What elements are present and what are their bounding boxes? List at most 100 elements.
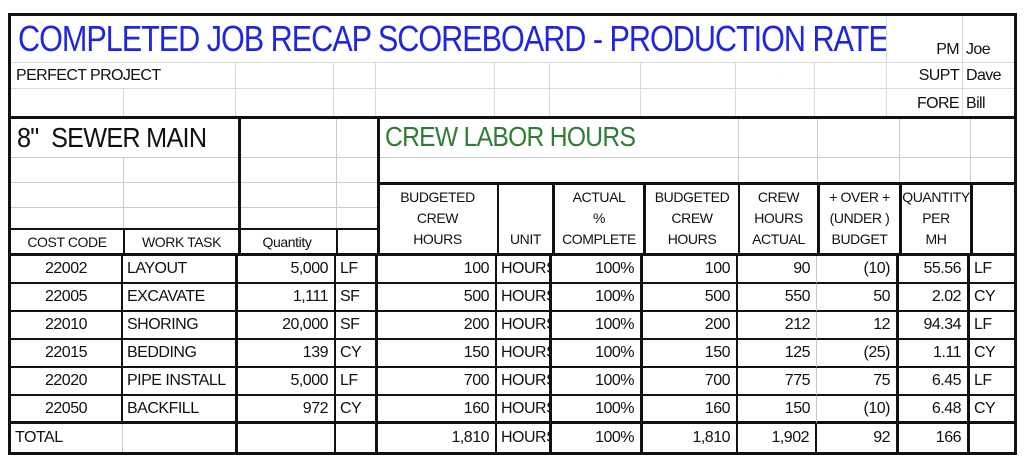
quantity-unit-cell: CY — [336, 340, 378, 368]
empty-cell — [123, 89, 235, 116]
quantity-cell: 1,111 — [238, 284, 336, 312]
quantity-cell: 5,000 — [238, 368, 336, 396]
empty-cell — [235, 89, 333, 116]
page-title: COMPLETED JOB RECAP SCOREBOARD - PRODUCT… — [18, 18, 886, 59]
job-name: 8" SEWER MAIN — [17, 122, 207, 153]
actual-hours-cell: 125 — [738, 340, 817, 368]
quantity-unit-cell: SF — [336, 312, 378, 340]
empty-cell — [640, 63, 735, 88]
empty-cell — [375, 63, 494, 88]
header-budgeted-crew-hours: BUDGETED CREW HOURS — [400, 189, 475, 247]
over-under-cell: (25) — [817, 340, 899, 368]
empty-cell — [333, 63, 375, 88]
actual-hours-cell: 775 — [738, 368, 817, 396]
divider — [238, 119, 241, 253]
cost-code-cell: 22050 — [11, 396, 123, 424]
pct-complete-cell: 100% — [552, 312, 643, 340]
project-name: PERFECT PROJECT — [16, 66, 161, 84]
work-task-cell: LAYOUT — [123, 256, 238, 284]
budget-hours2-cell: 200 — [643, 312, 738, 340]
budget-hours-cell: 500 — [378, 284, 497, 312]
empty-cell — [11, 89, 123, 116]
actual-hours-cell: 212 — [738, 312, 817, 340]
quantity-cell: 972 — [238, 396, 336, 424]
actual-hours-cell: 90 — [738, 256, 817, 284]
qty-per-mh-cell: 1.11 — [899, 340, 970, 368]
mh-unit-cell: CY — [970, 340, 1014, 368]
qty-per-mh-cell: 6.45 — [899, 368, 970, 396]
title-row: COMPLETED JOB RECAP SCOREBOARD - PRODUCT… — [11, 16, 1014, 63]
empty-cell — [235, 63, 333, 88]
header-unit: UNIT — [497, 185, 552, 253]
over-under-cell: 12 — [817, 312, 899, 340]
pct-complete-cell: 100% — [552, 340, 643, 368]
total-blank — [970, 424, 1014, 452]
pct-complete-cell: 100% — [552, 396, 643, 424]
work-task-cell: SHORING — [123, 312, 238, 340]
divider — [377, 119, 380, 253]
budget-hours2-cell: 150 — [643, 340, 738, 368]
total-qty-per-mh: 166 — [899, 424, 970, 452]
mh-unit-cell: CY — [970, 396, 1014, 424]
qty-per-mh-cell: 2.02 — [899, 284, 970, 312]
mh-unit-cell: CY — [970, 284, 1014, 312]
over-under-cell: 75 — [817, 368, 899, 396]
over-under-cell: (10) — [817, 256, 899, 284]
header-work-task: WORK TASK — [123, 228, 238, 253]
header-actual-pct-complete: ACTUAL % COMPLETE — [552, 185, 643, 253]
total-blank — [123, 424, 238, 452]
gridline — [970, 119, 971, 182]
left-headers: COST CODE WORK TASK Quantity — [11, 228, 378, 253]
work-task-cell: BACKFILL — [123, 396, 238, 424]
header-budgeted-crew-hours-2: BUDGETED CREW HOURS — [643, 185, 738, 253]
gridline — [336, 119, 337, 228]
gridline — [899, 119, 900, 182]
empty-cell — [735, 63, 814, 88]
qty-per-mh-cell: 94.34 — [899, 312, 970, 340]
gridline — [11, 182, 378, 183]
page-title-cell: COMPLETED JOB RECAP SCOREBOARD - PRODUCT… — [11, 16, 886, 62]
quantity-unit-cell: SF — [336, 284, 378, 312]
header-quantity: Quantity — [238, 228, 336, 253]
quantity-cell: 20,000 — [238, 312, 336, 340]
actual-hours-cell: 150 — [738, 396, 817, 424]
mh-unit-cell: LF — [970, 256, 1014, 284]
scoreboard-sheet: COMPLETED JOB RECAP SCOREBOARD - PRODUCT… — [8, 13, 1017, 455]
total-label: TOTAL — [11, 424, 123, 452]
quantity-cell: 139 — [238, 340, 336, 368]
unit-cell: HOURS — [497, 396, 552, 424]
over-under-cell: (10) — [817, 396, 899, 424]
total-budget-hours: 1,810 — [378, 424, 497, 452]
work-task-cell: EXCAVATE — [123, 284, 238, 312]
empty-cell — [494, 63, 549, 88]
empty-cell — [814, 89, 886, 116]
header-blank — [970, 185, 1014, 253]
budget-hours-cell: 100 — [378, 256, 497, 284]
empty-cell — [814, 63, 886, 88]
fore-name: Bill — [962, 89, 1014, 116]
work-task-cell: BEDDING — [123, 340, 238, 368]
total-budget-hours2: 1,810 — [643, 424, 738, 452]
budget-hours2-cell: 500 — [643, 284, 738, 312]
header-over-under-budget: + OVER + (UNDER ) BUDGET — [817, 185, 899, 253]
fore-row: FORE Bill — [11, 89, 1014, 116]
empty-cell — [494, 89, 549, 116]
budget-hours-cell: 700 — [378, 368, 497, 396]
empty-cell — [640, 89, 735, 116]
empty-cell — [333, 89, 375, 116]
budget-hours-cell: 160 — [378, 396, 497, 424]
budget-hours-cell: 150 — [378, 340, 497, 368]
pm-label: PM — [886, 16, 962, 62]
gridline — [11, 207, 378, 208]
budget-hours2-cell: 700 — [643, 368, 738, 396]
empty-cell — [735, 89, 814, 116]
supt-name: Dave — [962, 63, 1014, 88]
supt-label: SUPT — [886, 63, 962, 88]
qty-per-mh-cell: 6.48 — [899, 396, 970, 424]
gridline — [738, 119, 739, 182]
quantity-unit-cell: LF — [336, 256, 378, 284]
empty-cell — [549, 63, 640, 88]
work-task-cell: PIPE INSTALL — [123, 368, 238, 396]
qty-per-mh-cell: 55.56 — [899, 256, 970, 284]
gridline — [123, 157, 124, 228]
